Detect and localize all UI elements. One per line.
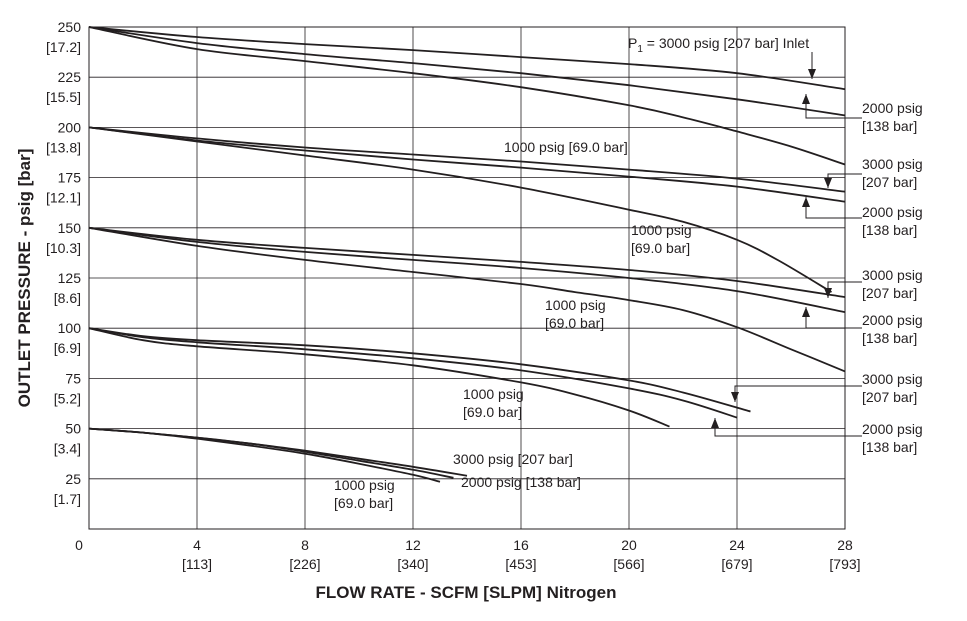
annotation-label: [207 bar] (862, 174, 917, 190)
y-tick-sublabel: [6.9] (54, 340, 81, 356)
annotation-label: P1 = 3000 psig [207 bar] Inlet (628, 35, 809, 55)
x-tick-label: 0 (75, 537, 83, 553)
series-line-150-1 (88, 226, 846, 298)
annotation-leader-line (734, 385, 862, 402)
annotation-leaders (711, 52, 862, 437)
annotation-label: [69.0 bar] (545, 315, 604, 331)
series-line-250-3 (88, 26, 846, 166)
annotation-arrowhead (731, 392, 739, 402)
annotation-label: [138 bar] (862, 330, 917, 346)
series-line-100-2 (88, 327, 738, 419)
series-line-200-1 (88, 126, 846, 193)
y-tick-sublabel: [1.7] (54, 491, 81, 507)
y-tick-sublabel: [3.4] (54, 441, 81, 457)
x-tick-label: 8 (301, 537, 309, 553)
y-tick-label: 50 (65, 421, 81, 437)
y-tick-label: 100 (58, 320, 82, 336)
annotation-label: [69.0 bar] (463, 404, 522, 420)
x-tick-sublabel: [793] (829, 556, 860, 572)
y-tick-label: 200 (58, 119, 82, 135)
annotation-labels: P1 = 3000 psig [207 bar] Inlet 2000 psig [… (334, 35, 923, 511)
y-tick-label: 75 (65, 370, 81, 386)
x-tick-sublabel: [566] (613, 556, 644, 572)
annotation-label: [138 bar] (862, 439, 917, 455)
annotation-label: [69.0 bar] (334, 495, 393, 511)
x-tick-sublabel: [340] (397, 556, 428, 572)
x-tick-label: 12 (405, 537, 421, 553)
annotation-label: 2000 psig (862, 204, 923, 220)
annotation-label: 3000 psig (862, 156, 923, 172)
annotation-label: 3000 psig [207 bar] (453, 451, 573, 467)
x-tick-sublabel: [679] (721, 556, 752, 572)
annotation-arrowhead (824, 178, 832, 188)
series-line-50-2 (88, 427, 454, 479)
annotation-label: 1000 psig (545, 297, 606, 313)
annotation-arrowhead (711, 418, 719, 428)
y-tick-label: 125 (58, 270, 82, 286)
annotation-label: 3000 psig (862, 371, 923, 387)
y-tick-sublabel: [8.6] (54, 290, 81, 306)
annotation-label: 2000 psig (862, 100, 923, 116)
y-tick-sublabel: [10.3] (46, 240, 81, 256)
y-tick-sublabel: [15.5] (46, 89, 81, 105)
annotation-arrowhead (802, 94, 810, 104)
series-line-50-3 (88, 427, 441, 483)
annotation-label: [69.0 bar] (631, 240, 690, 256)
series-line-250-1 (88, 26, 846, 91)
x-tick-label: 20 (621, 537, 637, 553)
y-tick-sublabel: [17.2] (46, 39, 81, 55)
annotation-arrowhead (802, 307, 810, 317)
annotation-label: 2000 psig [138 bar] (461, 474, 581, 490)
annotation-label: [207 bar] (862, 389, 917, 405)
x-tick-sublabel: [226] (289, 556, 320, 572)
series-line-150-2 (88, 226, 846, 313)
annotation-label: 1000 psig (631, 222, 692, 238)
y-tick-label: 25 (65, 471, 81, 487)
series-line-100-3 (88, 327, 670, 428)
x-tick-sublabel: [113] (182, 556, 212, 572)
x-tick-sublabel: [453] (505, 556, 536, 572)
series-line-150-3 (88, 226, 846, 373)
annotation-arrowhead (808, 69, 816, 79)
annotation-label: 1000 psig [69.0 bar] (504, 139, 628, 155)
annotation-label: 2000 psig (862, 421, 923, 437)
annotation-arrowhead (824, 288, 832, 298)
annotation-label: [207 bar] (862, 285, 917, 301)
series-lines (88, 26, 846, 483)
annotation-label: 1000 psig (463, 386, 524, 402)
x-tick-label: 4 (193, 537, 201, 553)
y-tick-sublabel: [5.2] (54, 390, 81, 406)
x-axis-title: FLOW RATE - SCFM [SLPM] Nitrogen (316, 583, 617, 602)
y-tick-label: 175 (58, 170, 82, 186)
y-tick-sublabel: [13.8] (46, 139, 81, 155)
annotation-arrowhead (802, 197, 810, 207)
y-tick-label: 225 (58, 69, 82, 85)
annotation-label: 1000 psig (334, 477, 395, 493)
y-tick-label: 150 (58, 220, 82, 236)
y-axis-title: OUTLET PRESSURE - psig [bar] (15, 149, 34, 408)
annotation-label: 3000 psig (862, 267, 923, 283)
series-line-200-3 (88, 126, 832, 293)
x-tick-label: 28 (837, 537, 853, 553)
y-tick-label: 250 (58, 19, 82, 35)
series-line-100-1 (88, 327, 751, 413)
x-tick-label: 16 (513, 537, 529, 553)
tick-labels: 250[17.2]225[15.5]200[13.8]175[12.1]150[… (46, 19, 861, 572)
y-tick-sublabel: [12.1] (46, 190, 81, 206)
annotation-label: [138 bar] (862, 222, 917, 238)
annotation-label: 2000 psig (862, 312, 923, 328)
series-line-200-2 (88, 126, 846, 203)
annotation-label: [138 bar] (862, 118, 917, 134)
series-line-250-2 (88, 26, 846, 117)
x-tick-label: 24 (729, 537, 745, 553)
